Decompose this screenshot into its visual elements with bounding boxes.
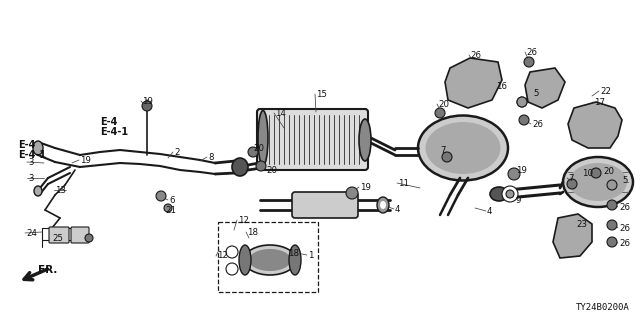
Ellipse shape xyxy=(418,116,508,180)
Text: 26: 26 xyxy=(619,203,630,212)
Text: 24: 24 xyxy=(26,228,37,237)
Text: 20: 20 xyxy=(253,143,264,153)
Circle shape xyxy=(85,234,93,242)
Text: 18: 18 xyxy=(288,250,299,259)
Circle shape xyxy=(591,168,601,178)
Ellipse shape xyxy=(377,197,389,213)
Ellipse shape xyxy=(258,110,268,165)
FancyBboxPatch shape xyxy=(71,227,89,243)
FancyBboxPatch shape xyxy=(292,192,358,218)
Text: 2: 2 xyxy=(174,148,179,156)
Circle shape xyxy=(607,237,617,247)
Polygon shape xyxy=(553,214,592,258)
Text: TY24B0200A: TY24B0200A xyxy=(576,303,630,312)
Text: 23: 23 xyxy=(576,220,587,228)
Text: 20: 20 xyxy=(603,166,614,175)
Text: 19: 19 xyxy=(360,182,371,191)
Ellipse shape xyxy=(490,187,508,201)
Ellipse shape xyxy=(34,186,42,196)
Circle shape xyxy=(164,204,172,212)
Text: 3: 3 xyxy=(28,157,33,166)
Circle shape xyxy=(442,152,452,162)
Text: 6: 6 xyxy=(169,196,175,204)
Ellipse shape xyxy=(33,141,43,155)
Text: FR.: FR. xyxy=(38,265,58,275)
Text: 16: 16 xyxy=(496,82,507,91)
Ellipse shape xyxy=(249,249,291,271)
Text: 20: 20 xyxy=(266,165,277,174)
Text: 19: 19 xyxy=(80,156,91,164)
Text: 11: 11 xyxy=(398,179,409,188)
Circle shape xyxy=(435,108,445,118)
Circle shape xyxy=(248,147,258,157)
Text: 10: 10 xyxy=(582,169,593,178)
Polygon shape xyxy=(445,58,502,108)
Text: 21: 21 xyxy=(165,205,176,214)
Text: 26: 26 xyxy=(470,51,481,60)
Text: E-4: E-4 xyxy=(100,117,117,127)
Text: 12: 12 xyxy=(238,215,249,225)
Text: 19: 19 xyxy=(516,165,527,174)
Circle shape xyxy=(517,97,527,107)
Circle shape xyxy=(508,168,520,180)
Text: E-4-1: E-4-1 xyxy=(100,127,128,137)
FancyBboxPatch shape xyxy=(49,227,69,243)
Text: 9: 9 xyxy=(515,196,520,204)
Circle shape xyxy=(470,61,480,71)
Text: 12: 12 xyxy=(217,252,228,260)
Text: 25: 25 xyxy=(52,234,63,243)
Circle shape xyxy=(519,115,529,125)
Text: 13: 13 xyxy=(55,186,66,195)
Ellipse shape xyxy=(289,245,301,275)
Circle shape xyxy=(226,246,238,258)
Ellipse shape xyxy=(569,163,627,201)
Circle shape xyxy=(156,191,166,201)
Text: 20: 20 xyxy=(438,100,449,108)
Circle shape xyxy=(256,161,266,171)
Ellipse shape xyxy=(359,119,371,161)
Circle shape xyxy=(567,179,577,189)
Text: 3: 3 xyxy=(28,173,33,182)
Text: 14: 14 xyxy=(275,108,286,117)
Text: 4: 4 xyxy=(487,206,493,215)
Circle shape xyxy=(506,190,514,198)
Text: 7: 7 xyxy=(568,173,573,182)
Text: E-4-1: E-4-1 xyxy=(18,150,46,160)
Ellipse shape xyxy=(232,158,248,176)
Circle shape xyxy=(226,263,238,275)
Polygon shape xyxy=(525,68,565,108)
FancyBboxPatch shape xyxy=(218,222,318,292)
Ellipse shape xyxy=(239,245,251,275)
Text: 8: 8 xyxy=(208,153,214,162)
Ellipse shape xyxy=(244,245,296,275)
FancyBboxPatch shape xyxy=(257,109,368,170)
Text: 22: 22 xyxy=(600,86,611,95)
Text: E-4: E-4 xyxy=(18,140,35,150)
Text: 19: 19 xyxy=(142,97,153,106)
Circle shape xyxy=(607,220,617,230)
Circle shape xyxy=(517,97,527,107)
Text: 5: 5 xyxy=(533,89,538,98)
Text: 26: 26 xyxy=(619,238,630,247)
Text: 26: 26 xyxy=(619,223,630,233)
Text: 7: 7 xyxy=(440,146,445,155)
Text: 26: 26 xyxy=(532,119,543,129)
Circle shape xyxy=(524,57,534,67)
Text: 4: 4 xyxy=(395,204,401,213)
Circle shape xyxy=(607,180,617,190)
Ellipse shape xyxy=(380,201,386,209)
Text: 17: 17 xyxy=(594,98,605,107)
Ellipse shape xyxy=(426,122,500,174)
Text: 18: 18 xyxy=(247,228,258,236)
Text: 15: 15 xyxy=(316,90,327,99)
Text: 26: 26 xyxy=(526,47,537,57)
Circle shape xyxy=(502,186,518,202)
Text: 5: 5 xyxy=(622,175,627,185)
Circle shape xyxy=(346,187,358,199)
Circle shape xyxy=(142,101,152,111)
Text: 1: 1 xyxy=(308,251,314,260)
Ellipse shape xyxy=(563,157,633,207)
Polygon shape xyxy=(568,102,622,148)
Circle shape xyxy=(607,200,617,210)
